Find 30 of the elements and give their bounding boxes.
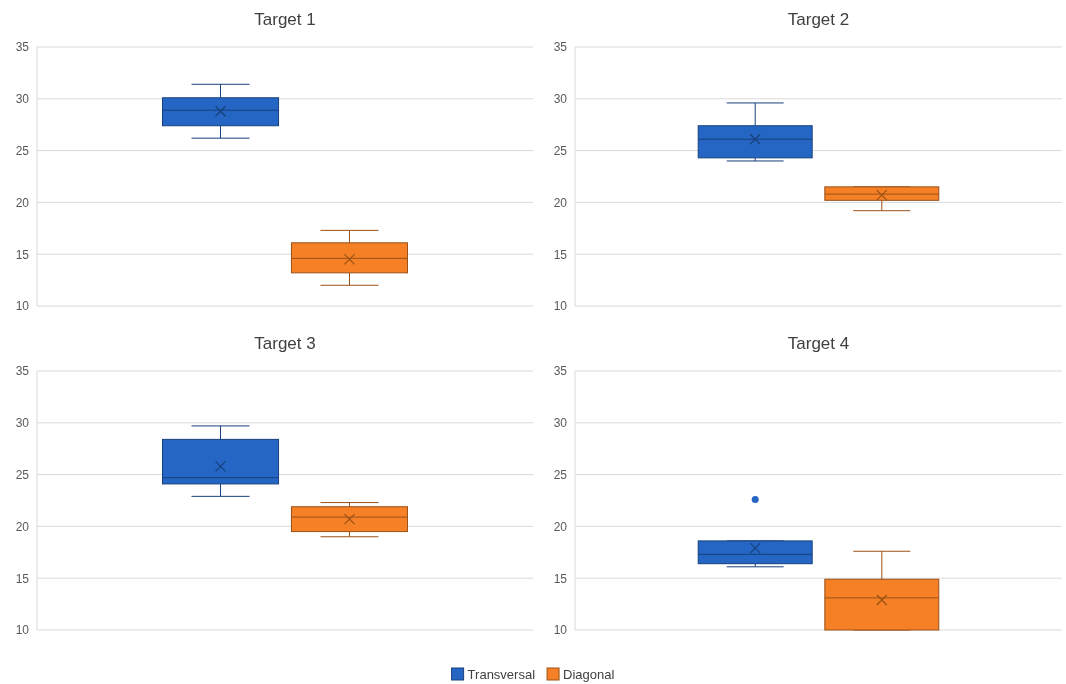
y-tick-label: 25 <box>15 467 30 482</box>
y-tick-label: 35 <box>553 40 568 55</box>
y-tick-label: 30 <box>15 416 30 431</box>
chart-title: Target 2 <box>787 10 850 29</box>
y-tick-label: 10 <box>553 299 568 314</box>
y-tick-label: 15 <box>15 571 30 586</box>
y-tick-label: 30 <box>15 92 30 107</box>
legend-label: Transversal <box>467 667 536 682</box>
y-tick-label: 35 <box>15 364 30 379</box>
chart-title: Target 1 <box>254 10 316 29</box>
y-tick-label: 20 <box>553 195 568 210</box>
legend-label: Diagonal <box>563 667 615 682</box>
y-tick-label: 20 <box>553 519 568 534</box>
chart-title: Target 3 <box>254 334 316 353</box>
y-tick-label: 15 <box>553 247 568 262</box>
y-tick-label: 25 <box>15 143 30 158</box>
y-tick-label: 10 <box>15 299 30 314</box>
y-tick-label: 25 <box>553 143 568 158</box>
y-tick-label: 20 <box>15 519 30 534</box>
y-tick-label: 10 <box>553 623 568 638</box>
y-tick-label: 25 <box>553 467 568 482</box>
y-tick-label: 20 <box>15 195 30 210</box>
y-tick-label: 15 <box>553 571 568 586</box>
chart-title: Target 4 <box>787 334 850 353</box>
y-tick-label: 30 <box>553 92 568 107</box>
y-tick-label: 30 <box>553 416 568 431</box>
y-tick-label: 35 <box>15 40 30 55</box>
y-tick-label: 10 <box>15 623 30 638</box>
y-tick-label: 15 <box>15 247 30 262</box>
y-tick-label: 35 <box>553 364 568 379</box>
